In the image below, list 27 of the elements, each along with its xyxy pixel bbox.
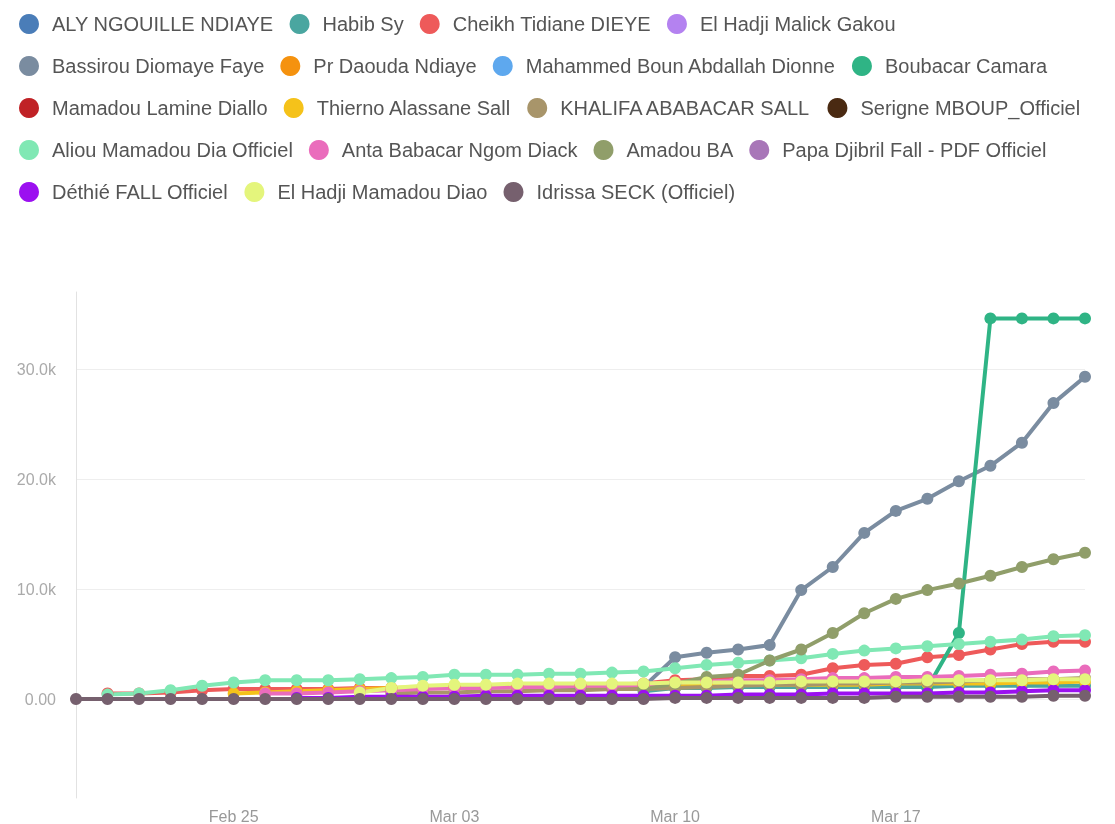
y-tick-label: 30.0k	[16, 360, 57, 378]
y-tick-label: 10.0k	[16, 580, 57, 598]
x-tick-label: Mar 03	[429, 807, 480, 824]
legend-label: Boubacar Camara	[884, 55, 1049, 77]
y-tick-label: 0.00	[24, 690, 57, 708]
legend-label: Aliou Mamadou Dia Officiel	[52, 139, 293, 161]
legend-label: Serigne MBOUP_Officiel	[860, 97, 1081, 120]
legend-label: ALY NGOUILLE NDIAYE	[52, 13, 274, 35]
legend-label: Pr Daouda Ndiaye	[313, 55, 477, 77]
legend-label: Habib Sy	[322, 13, 404, 35]
x-tick-label: Mar 17	[870, 807, 921, 824]
legend-label: Bassirou Diomaye Faye	[52, 55, 265, 77]
legend-label: Papa Djibril Fall - PDF Officiel	[782, 139, 1047, 161]
legend-label: Cheikh Tidiane DIEYE	[452, 13, 651, 35]
legend-label: Mamadou Lamine Diallo	[52, 97, 268, 119]
legend-label: Déthié FALL Officiel	[52, 181, 228, 203]
legend-label: El Hadji Mamadou Diao	[277, 181, 488, 203]
y-tick-label: 20.0k	[16, 470, 57, 488]
legend-label: Mahammed Boun Abdallah Dionne	[525, 55, 835, 77]
legend-label: Amadou BA	[626, 139, 734, 161]
legend-label: KHALIFA ABABACAR SALL	[560, 97, 810, 119]
legend-label: Anta Babacar Ngom Diack	[341, 139, 579, 161]
legend-label: El Hadji Malick Gakou	[699, 13, 896, 35]
legend-label: Thierno Alassane Sall	[316, 97, 511, 119]
x-tick-label: Feb 25	[208, 807, 259, 824]
legend-label: Idrissa SECK (Officiel)	[536, 181, 736, 203]
x-tick-label: Mar 10	[650, 807, 701, 824]
